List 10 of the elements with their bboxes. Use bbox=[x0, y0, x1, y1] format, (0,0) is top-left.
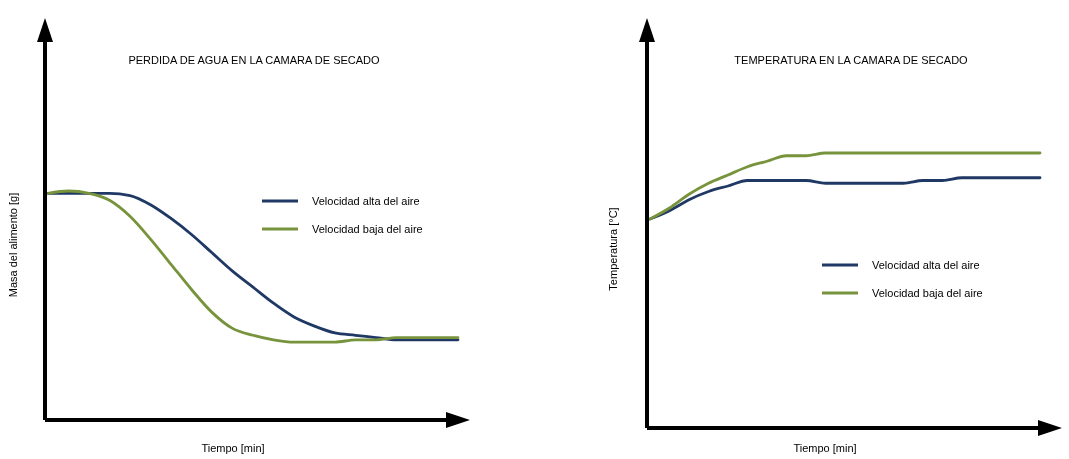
chart-title: PERDIDA DE AGUA EN LA CAMARA DE SECADO bbox=[128, 54, 381, 66]
y-axis-title: Masa del alimento [g] bbox=[7, 192, 19, 298]
x-axis-title: Tiempo [min] bbox=[793, 442, 857, 454]
legend-label: Velocidad alta del aire bbox=[872, 259, 980, 271]
legend-label: Velocidad baja del aire bbox=[312, 223, 423, 235]
x-axis-title: Tiempo [min] bbox=[201, 442, 265, 454]
y-axis-title: Temperatura [°C] bbox=[607, 207, 619, 291]
legend-label: Velocidad alta del aire bbox=[312, 195, 420, 207]
chart-title: TEMPERATURA EN LA CAMARA DE SECADO bbox=[734, 54, 969, 66]
legend-label: Velocidad baja del aire bbox=[872, 287, 983, 299]
